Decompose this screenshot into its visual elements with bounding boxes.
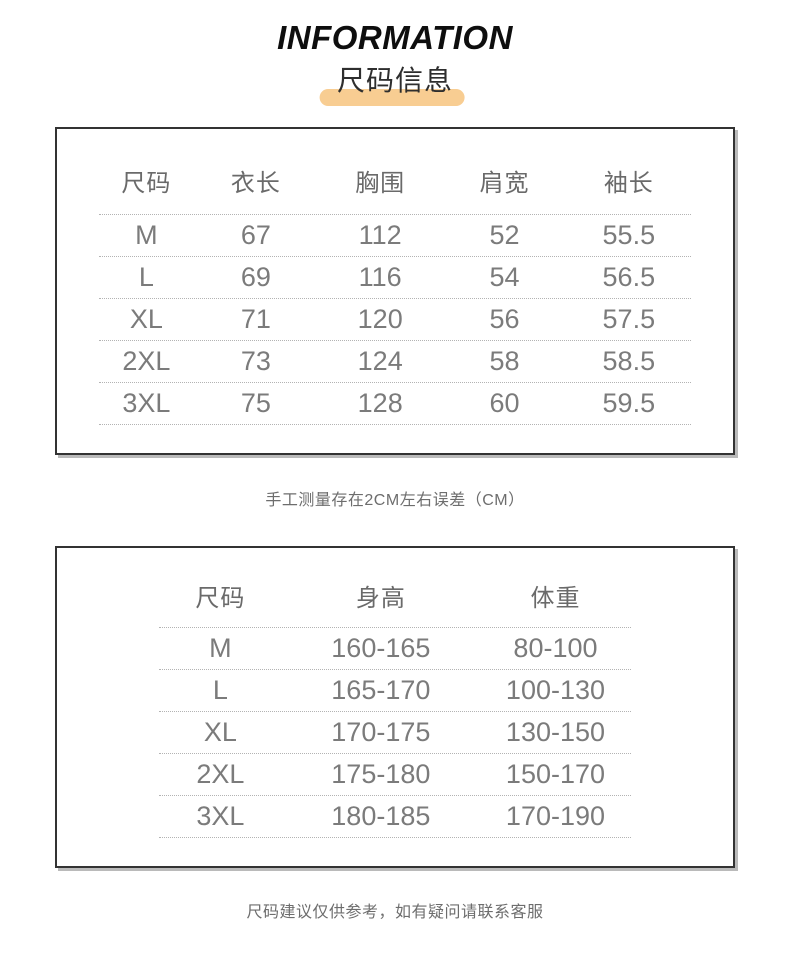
table-cell: 170-190 — [505, 801, 606, 831]
table-row: 2XL 73 124 58 58.5 — [99, 341, 691, 383]
table-cell: 124 — [357, 346, 403, 376]
table-row: 3XL 180-185 170-190 — [159, 796, 631, 838]
table-row: L 69 116 54 56.5 — [99, 257, 691, 299]
table-cell: L — [138, 262, 154, 292]
column-header: 袖长 — [603, 170, 654, 197]
table-cell: 2XL — [122, 346, 171, 376]
table-cell: 130-150 — [505, 717, 606, 747]
table-cell: 175-180 — [331, 759, 431, 789]
table-cell: 3XL — [196, 801, 245, 831]
table-cell: 3XL — [122, 388, 171, 418]
table-cell: 165-170 — [331, 675, 431, 705]
table-cell: 2XL — [196, 759, 245, 789]
table-row: L 165-170 100-130 — [159, 670, 631, 712]
column-header: 胸围 — [355, 170, 406, 197]
title-highlight-bar — [319, 89, 465, 106]
table-cell: 73 — [240, 346, 271, 376]
table-cell: 150-170 — [505, 759, 606, 789]
table-cell: 56.5 — [602, 262, 656, 292]
table-cell: XL — [203, 717, 237, 747]
table-cell: 57.5 — [602, 304, 656, 334]
fit-table: 尺码 身高 体重 M 160-165 80-100 L 165-170 100-… — [159, 548, 631, 866]
table-cell: 75 — [240, 388, 271, 418]
table-cell: 60 — [489, 388, 520, 418]
table-cell: 170-175 — [331, 717, 431, 747]
column-header: 体重 — [530, 585, 581, 612]
table-row: M 67 112 52 55.5 — [99, 215, 691, 257]
table-cell: 56 — [489, 304, 520, 334]
table-cell: XL — [129, 304, 163, 334]
table-cell: L — [212, 675, 228, 705]
page-subtitle: 尺码信息 — [336, 65, 453, 96]
table-cell: M — [209, 633, 232, 663]
table-row: M 160-165 80-100 — [159, 628, 631, 670]
table-cell: 69 — [240, 262, 271, 292]
page-header: INFORMATION 尺码信息 — [0, 0, 790, 106]
table-cell: 160-165 — [331, 633, 431, 663]
fit-table-box: 尺码 身高 体重 M 160-165 80-100 L 165-170 100-… — [55, 546, 735, 868]
page-title: INFORMATION — [277, 19, 513, 56]
fit-table-header-row: 尺码 身高 体重 — [159, 548, 631, 628]
size-table-box: 尺码 衣长 胸围 肩宽 袖长 M 67 112 52 55.5 L 69 116… — [55, 127, 735, 455]
table-cell: 54 — [489, 262, 520, 292]
table-cell: 100-130 — [505, 675, 606, 705]
sizing-advice-note: 尺码建议仅供参考，如有疑问请联系客服 — [246, 904, 544, 921]
table-cell: M — [135, 220, 158, 250]
column-header: 肩宽 — [479, 170, 530, 197]
table-cell: 59.5 — [602, 388, 656, 418]
table-row: XL 170-175 130-150 — [159, 712, 631, 754]
table-cell: 55.5 — [602, 220, 656, 250]
size-table-header-row: 尺码 衣长 胸围 肩宽 袖长 — [99, 129, 691, 215]
column-header: 身高 — [355, 585, 406, 612]
table-cell: 128 — [357, 388, 403, 418]
table-cell: 180-185 — [331, 801, 431, 831]
table-cell: 58.5 — [602, 346, 656, 376]
table-cell: 80-100 — [513, 633, 598, 663]
table-row: XL 71 120 56 57.5 — [99, 299, 691, 341]
column-header: 尺码 — [121, 170, 172, 197]
table-cell: 116 — [358, 262, 402, 292]
table-row: 2XL 175-180 150-170 — [159, 754, 631, 796]
table-cell: 67 — [240, 220, 271, 250]
column-header: 尺码 — [195, 585, 246, 612]
table-cell: 112 — [358, 220, 402, 250]
table-row: 3XL 75 128 60 59.5 — [99, 383, 691, 425]
measurement-note: 手工测量存在2CM左右误差（CM） — [265, 492, 525, 509]
table-cell: 120 — [357, 304, 403, 334]
table-cell: 52 — [489, 220, 520, 250]
size-table: 尺码 衣长 胸围 肩宽 袖长 M 67 112 52 55.5 L 69 116… — [99, 129, 691, 453]
column-header: 衣长 — [230, 170, 281, 197]
table-cell: 58 — [489, 346, 520, 376]
table-cell: 71 — [240, 304, 271, 334]
title-block: INFORMATION 尺码信息 — [277, 19, 513, 106]
